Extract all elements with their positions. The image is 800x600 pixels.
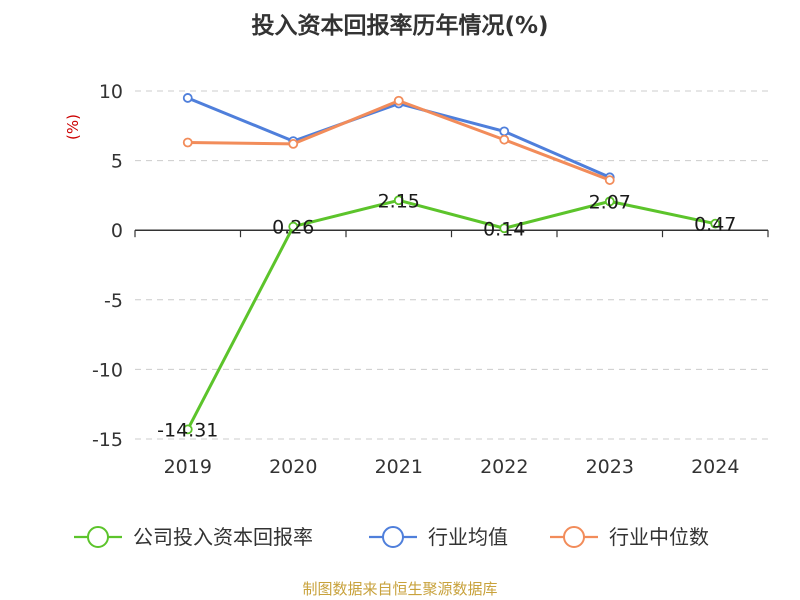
legend-marker xyxy=(563,526,585,548)
data-point xyxy=(182,93,193,103)
x-tick-label: 2023 xyxy=(586,456,634,478)
data-point xyxy=(182,424,193,435)
y-tick-label: -10 xyxy=(92,359,123,381)
y-axis-unit-label: (%) xyxy=(64,114,82,140)
data-point xyxy=(604,175,615,185)
source-note: 制图数据来自恒生聚源数据库 xyxy=(302,580,498,598)
x-tick-label: 2019 xyxy=(164,456,212,478)
legend-marker xyxy=(87,526,109,548)
legend-label: 行业中位数 xyxy=(609,525,709,549)
data-point xyxy=(710,218,721,229)
y-tick-label: 5 xyxy=(111,151,123,173)
legend-label: 公司投入资本回报率 xyxy=(133,525,313,549)
series-line xyxy=(187,99,611,182)
legend-label: 行业均值 xyxy=(428,525,508,549)
y-tick-label: 10 xyxy=(99,81,123,103)
y-tick-label: -15 xyxy=(92,429,123,451)
data-labels: -14.31 0.26 2.15 0.14 2.07 0.47 xyxy=(157,190,736,441)
data-point xyxy=(288,138,299,149)
y-tick-label: 0 xyxy=(111,220,123,242)
x-tick-label: 2020 xyxy=(269,456,317,478)
x-tick-label: 2024 xyxy=(691,456,739,478)
data-point xyxy=(499,134,510,145)
data-point xyxy=(499,223,510,234)
data-point xyxy=(499,126,510,137)
legend: 公司投入资本回报率 行业均值 行业中位数 xyxy=(74,525,709,549)
data-point xyxy=(182,137,193,148)
data-label: 2.15 xyxy=(378,190,420,212)
series-lines xyxy=(182,93,721,435)
data-label: 0.47 xyxy=(694,214,736,236)
data-label: 0.14 xyxy=(483,218,525,240)
chart-title: 投入资本回报率历年情况(%) xyxy=(251,13,549,39)
data-point xyxy=(288,221,299,232)
x-tick-label: 2022 xyxy=(480,456,528,478)
data-label: 0.26 xyxy=(272,217,314,239)
y-tick-label: -5 xyxy=(104,290,123,312)
data-point xyxy=(393,95,404,106)
series-line xyxy=(186,198,716,431)
data-point xyxy=(393,195,404,206)
data-label: -14.31 xyxy=(157,419,218,441)
series-line xyxy=(187,96,611,179)
data-label: 2.07 xyxy=(589,191,631,213)
legend-marker xyxy=(382,526,404,548)
data-point xyxy=(604,196,615,207)
x-tick-label: 2021 xyxy=(375,456,423,478)
axes: 10 5 0 -5 -10 -15 (%) 2019 2020 2021 2022 2023 2024 xyxy=(64,81,769,478)
